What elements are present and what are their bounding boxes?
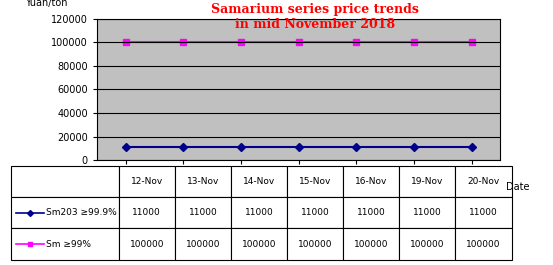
Text: 11000: 11000	[413, 208, 442, 217]
Bar	[175, 197, 231, 228]
Bar	[11, 228, 119, 260]
Bar	[456, 166, 512, 197]
Text: 100000: 100000	[129, 240, 164, 249]
Bar	[456, 228, 512, 260]
Text: 100000: 100000	[298, 240, 332, 249]
Bar	[175, 228, 231, 260]
Bar	[343, 166, 399, 197]
Text: 19-Nov: 19-Nov	[411, 177, 444, 186]
Bar	[343, 228, 399, 260]
Text: 11000: 11000	[244, 208, 273, 217]
Text: 16-Nov: 16-Nov	[355, 177, 388, 186]
Bar	[343, 197, 399, 228]
Bar	[119, 228, 175, 260]
Sm ≥99%	[411, 41, 418, 44]
Sm203 ≥99.9%	[353, 146, 359, 149]
Bar	[287, 166, 343, 197]
Sm ≥99%	[468, 41, 475, 44]
Sm203 ≥99.9%	[295, 146, 302, 149]
Text: 100000: 100000	[410, 240, 445, 249]
Bar	[456, 197, 512, 228]
Text: 100000: 100000	[354, 240, 388, 249]
Bar	[399, 166, 456, 197]
Sm ≥99%	[122, 41, 129, 44]
Bar	[231, 228, 287, 260]
Sm203 ≥99.9%	[122, 146, 129, 149]
Sm ≥99%	[295, 41, 302, 44]
Text: 11000: 11000	[357, 208, 385, 217]
Text: 100000: 100000	[242, 240, 276, 249]
Sm203 ≥99.9%	[180, 146, 186, 149]
Text: 11000: 11000	[189, 208, 217, 217]
Bar	[119, 197, 175, 228]
Text: 15-Nov: 15-Nov	[299, 177, 331, 186]
Bar	[231, 166, 287, 197]
Text: 20-Nov: 20-Nov	[467, 177, 499, 186]
Bar	[287, 228, 343, 260]
Sm203 ≥99.9%	[468, 146, 475, 149]
Text: 12-Nov: 12-Nov	[131, 177, 163, 186]
Sm203 ≥99.9%	[411, 146, 418, 149]
Bar	[11, 197, 119, 228]
Text: 11000: 11000	[132, 208, 161, 217]
Bar	[287, 197, 343, 228]
Sm203 ≥99.9%	[238, 146, 244, 149]
Bar	[399, 197, 456, 228]
Bar	[119, 166, 175, 197]
Sm ≥99%	[353, 41, 359, 44]
Text: 13-Nov: 13-Nov	[187, 177, 219, 186]
Bar	[175, 166, 231, 197]
Text: Samarium series price trends
in mid November 2018: Samarium series price trends in mid Nove…	[211, 3, 419, 31]
Sm ≥99%	[238, 41, 244, 44]
Line: Sm203 ≥99.9%: Sm203 ≥99.9%	[123, 144, 474, 150]
Text: 100000: 100000	[186, 240, 220, 249]
Text: Sm ≥99%: Sm ≥99%	[46, 240, 91, 249]
Line: Sm ≥99%: Sm ≥99%	[123, 39, 474, 45]
Bar	[231, 197, 287, 228]
Text: 100000: 100000	[466, 240, 500, 249]
Bar	[11, 166, 119, 197]
Text: 11000: 11000	[469, 208, 498, 217]
Sm ≥99%	[180, 41, 186, 44]
Text: Sm203 ≥99.9%: Sm203 ≥99.9%	[46, 208, 117, 217]
Text: Date: Date	[506, 182, 529, 192]
Bar	[399, 228, 456, 260]
Text: 14-Nov: 14-Nov	[243, 177, 275, 186]
Text: Yuan/ton: Yuan/ton	[25, 0, 67, 8]
Text: 11000: 11000	[301, 208, 330, 217]
